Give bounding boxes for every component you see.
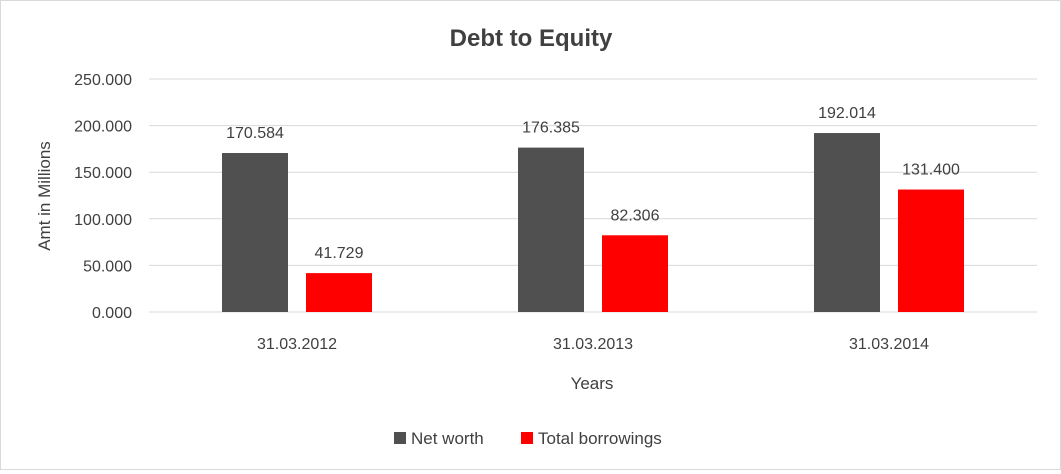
chart-title: Debt to Equity (450, 25, 613, 52)
bar-net-worth (814, 133, 880, 312)
x-category-label: 31.03.2013 (553, 336, 633, 353)
bar-total-borrowings (602, 235, 668, 312)
bar-total-borrowings (898, 189, 964, 312)
legend-swatch (521, 432, 533, 444)
data-label: 82.306 (611, 207, 660, 224)
y-axis-title: Amt in Millions (35, 141, 54, 251)
bar-net-worth (518, 147, 584, 312)
y-axis-ticks: 0.000 50.000 100.000 150.000 200.000 250.000 (74, 72, 132, 322)
y-tick-label: 250.000 (74, 72, 132, 89)
legend-label: Total borrowings (538, 429, 662, 448)
bars (222, 133, 964, 312)
data-label: 176.385 (522, 120, 580, 137)
y-tick-label: 200.000 (74, 119, 132, 136)
bar-net-worth (222, 153, 288, 312)
data-labels: 170.584 41.729 176.385 82.306 192.014 131.400 (226, 105, 960, 262)
data-label: 192.014 (818, 105, 876, 122)
legend: Net worth Total borrowings (394, 429, 662, 448)
x-axis-categories: 31.03.2012 31.03.2013 31.03.2014 (257, 336, 929, 353)
data-label: 131.400 (902, 162, 960, 179)
y-tick-label: 150.000 (74, 165, 132, 182)
bar-total-borrowings (306, 273, 372, 312)
x-category-label: 31.03.2014 (849, 336, 929, 353)
x-axis-title: Years (571, 374, 614, 393)
legend-label: Net worth (411, 429, 484, 448)
x-category-label: 31.03.2012 (257, 336, 337, 353)
legend-swatch (394, 432, 406, 444)
data-label: 41.729 (315, 245, 364, 262)
y-tick-label: 100.000 (74, 212, 132, 229)
data-label: 170.584 (226, 125, 284, 142)
y-tick-label: 0.000 (92, 305, 132, 322)
gridlines (149, 78, 1037, 313)
y-tick-label: 50.000 (83, 258, 132, 275)
